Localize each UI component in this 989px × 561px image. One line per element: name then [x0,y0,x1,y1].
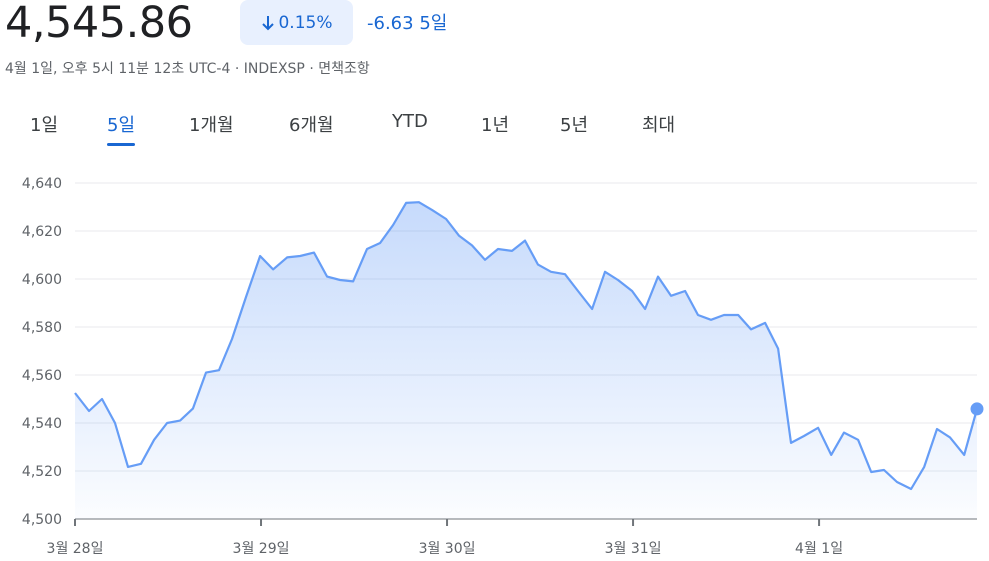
price: 4,545.86 [5,0,193,48]
change-period: 5일 [419,13,448,34]
tab[interactable]: 5년 [560,115,589,136]
last-point [970,402,984,416]
tab[interactable]: 1개월 [189,115,234,136]
y-tick-label: 4,540 [22,416,62,432]
area-fill [75,202,977,519]
x-tick-label: 3월 31일 [605,541,662,557]
change-value: -6.63 [367,13,414,34]
y-tick-label: 4,560 [22,368,62,384]
change: -6.63 5일 [367,9,447,35]
x-tick-label: 3월 29일 [233,541,290,557]
y-tick-label: 4,620 [22,224,62,240]
tab[interactable]: 최대 [642,115,676,136]
down-arrow [262,15,275,30]
y-tick-label: 4,500 [22,512,62,528]
price-line [74,201,979,491]
tab[interactable]: 1일 [30,115,59,136]
change-badge: 0.15% [240,0,353,45]
tab[interactable]: YTD [392,111,428,132]
x-tick-label: 3월 30일 [419,541,476,557]
tab[interactable]: 1년 [481,115,510,136]
y-tick-label: 4,640 [22,176,62,192]
x-tick-label: 4월 1일 [795,541,843,557]
x-tick-label: 3월 28일 [47,541,104,557]
subtitle: 4월 1일, 오후 5시 11분 12초 UTC-4 · INDEXSP · 면… [5,61,370,77]
y-tick-label: 4,520 [22,464,62,480]
y-tick-label: 4,600 [22,272,62,288]
change-percent: 0.15% [278,12,333,33]
tab[interactable]: 6개월 [289,115,334,136]
y-tick-label: 4,580 [22,320,62,336]
tab[interactable]: 5일 [107,111,136,146]
